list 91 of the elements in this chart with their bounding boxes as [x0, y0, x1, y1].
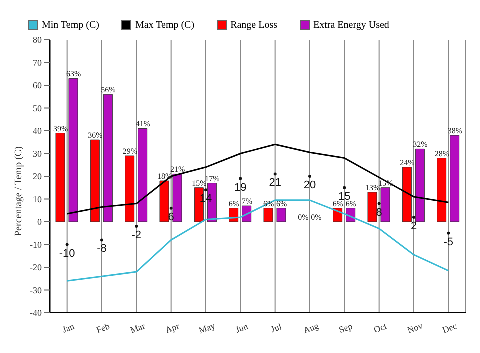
- point: [204, 188, 208, 192]
- x-tick-label: Sep: [338, 321, 354, 336]
- point: [447, 232, 450, 235]
- data-label: -2: [132, 230, 142, 242]
- y-tick-label: 40: [33, 126, 42, 136]
- data-label: 21%: [170, 165, 186, 174]
- bar: [368, 192, 378, 222]
- x-tick-label: Apr: [164, 321, 181, 336]
- data-label: 32%: [413, 140, 428, 150]
- data-label: 7%: [242, 197, 253, 206]
- data-label: 6%: [276, 199, 288, 208]
- data-label: 0%: [298, 213, 310, 222]
- point: [343, 186, 346, 190]
- bar: [380, 188, 390, 222]
- x-tick-label: Jun: [234, 321, 250, 336]
- point: [378, 202, 381, 206]
- data-label: 2: [410, 220, 418, 232]
- legend-label: Range Loss: [230, 20, 278, 30]
- data-label: 21: [269, 177, 282, 190]
- data-label: 8: [376, 206, 382, 219]
- bar: [125, 156, 135, 222]
- bar: [56, 133, 66, 222]
- bar: [450, 135, 460, 222]
- bar: [90, 140, 100, 222]
- bar: [103, 94, 113, 222]
- y-axis-title: Percentage / Temp (C): [14, 146, 25, 236]
- data-label: 15%: [192, 178, 208, 188]
- bar: [138, 128, 148, 222]
- x-tick-label: Jul: [270, 322, 284, 335]
- data-label: -5: [444, 236, 454, 248]
- data-label: 24%: [400, 158, 416, 168]
- y-tick-label: 0: [38, 217, 42, 228]
- data-label: 28%: [434, 149, 450, 158]
- y-tick-label: 20: [33, 172, 42, 182]
- bar: [415, 148, 425, 222]
- legend-label: Min Temp (C): [42, 20, 100, 30]
- x-tick-label: Feb: [95, 321, 112, 336]
- data-label: 63%: [66, 70, 82, 79]
- x-tick-label: Jan: [61, 321, 76, 335]
- data-label: 36%: [88, 131, 104, 140]
- data-label: 6%: [346, 199, 357, 208]
- bar: [276, 208, 286, 222]
- x-tick-label: Mar: [129, 320, 147, 336]
- x-tick-label: Oct: [372, 321, 389, 336]
- y-tick-label: -10: [30, 240, 42, 250]
- y-tick-label: -30: [30, 285, 42, 296]
- x-tick-label: Dec: [441, 321, 458, 336]
- data-label: 14: [200, 193, 212, 206]
- data-label: 41%: [136, 120, 151, 129]
- y-tick-label: 70: [33, 58, 42, 68]
- point: [412, 216, 416, 219]
- point: [66, 243, 69, 246]
- y-tick-label: 80: [33, 35, 42, 46]
- data-label: 38%: [448, 126, 463, 136]
- x-tick-label: Aug: [302, 320, 321, 336]
- x-tick-label: May: [198, 320, 218, 336]
- data-label: 29%: [122, 147, 138, 156]
- data-label: 20: [304, 180, 316, 192]
- y-tick-label: 60: [33, 80, 42, 91]
- data-label: 6: [168, 211, 174, 224]
- bar: [264, 208, 274, 222]
- bar: [160, 180, 170, 222]
- data-label: 6%: [332, 199, 344, 208]
- data-label: -8: [97, 243, 107, 256]
- data-label: 13%: [365, 183, 380, 192]
- y-tick-label: 10: [33, 194, 42, 204]
- bar: [172, 174, 182, 222]
- y-tick-label: -40: [30, 308, 42, 318]
- point: [100, 238, 104, 242]
- point: [308, 175, 312, 178]
- data-label: 56%: [101, 86, 116, 95]
- legend-label: Max Temp (C): [135, 20, 195, 30]
- data-label: 18%: [157, 172, 172, 182]
- data-label: 6%: [228, 199, 240, 208]
- y-tick-label: 50: [33, 103, 42, 114]
- bar: [437, 158, 447, 222]
- bar: [68, 78, 78, 222]
- data-label: 17%: [205, 174, 220, 184]
- point: [274, 172, 277, 176]
- data-label: 19: [234, 182, 247, 194]
- point: [135, 225, 138, 228]
- data-label: -10: [59, 248, 76, 260]
- data-label: 0%: [311, 213, 322, 222]
- bar: [402, 167, 412, 222]
- y-tick-label: -20: [30, 262, 42, 273]
- y-tick-label: 30: [33, 148, 42, 159]
- point: [170, 206, 173, 210]
- x-tick-label: Nov: [406, 320, 425, 336]
- legend-label: Extra Energy Used: [314, 20, 390, 30]
- point: [239, 177, 242, 180]
- data-label: 39%: [53, 124, 68, 134]
